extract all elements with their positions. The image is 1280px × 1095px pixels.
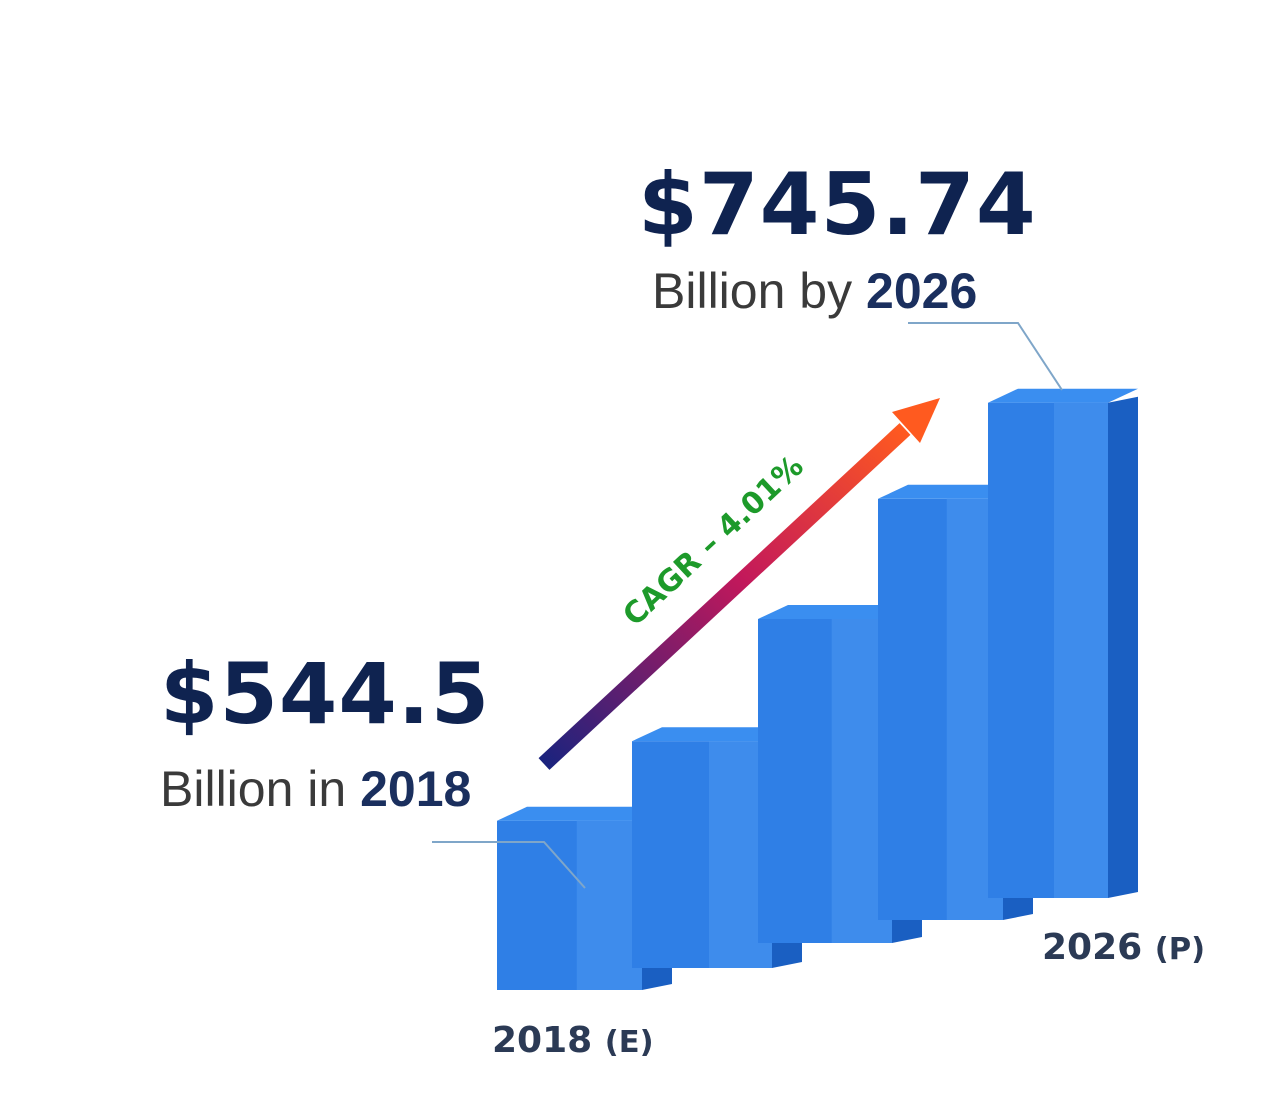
bar-5-top bbox=[988, 388, 1138, 403]
bar-5-side bbox=[1108, 396, 1138, 898]
bar-1-highlight bbox=[576, 820, 642, 990]
start-value-label: $544.5 bbox=[160, 645, 491, 743]
bar-5-highlight bbox=[1054, 402, 1108, 898]
x-tick-last-tag: (P) bbox=[1154, 932, 1206, 967]
cagr-arrow-shaft bbox=[538, 423, 911, 770]
bar-1 bbox=[497, 806, 672, 990]
bar-5 bbox=[988, 388, 1138, 898]
cagr-arrow-head bbox=[892, 398, 940, 443]
end-value-caption: Billion by 2026 bbox=[652, 262, 977, 320]
x-tick-first-tag: (E) bbox=[604, 1025, 654, 1060]
leader-line-start bbox=[432, 841, 586, 889]
start-value-caption: Billion in 2018 bbox=[160, 760, 471, 818]
x-tick-label-first: 2018 (E) bbox=[492, 1020, 654, 1061]
x-tick-label-last: 2026 (P) bbox=[1042, 927, 1205, 968]
bar-1-top bbox=[497, 806, 672, 821]
end-caption-year: 2026 bbox=[866, 263, 978, 319]
start-caption-year: 2018 bbox=[360, 761, 472, 817]
end-caption-prefix: Billion by bbox=[652, 263, 853, 319]
x-tick-first-year: 2018 bbox=[492, 1020, 593, 1061]
start-caption-prefix: Billion in bbox=[160, 761, 347, 817]
end-value-label: $745.74 bbox=[638, 155, 1037, 255]
x-tick-last-year: 2026 bbox=[1042, 927, 1143, 968]
leader-line-end bbox=[908, 322, 1063, 391]
